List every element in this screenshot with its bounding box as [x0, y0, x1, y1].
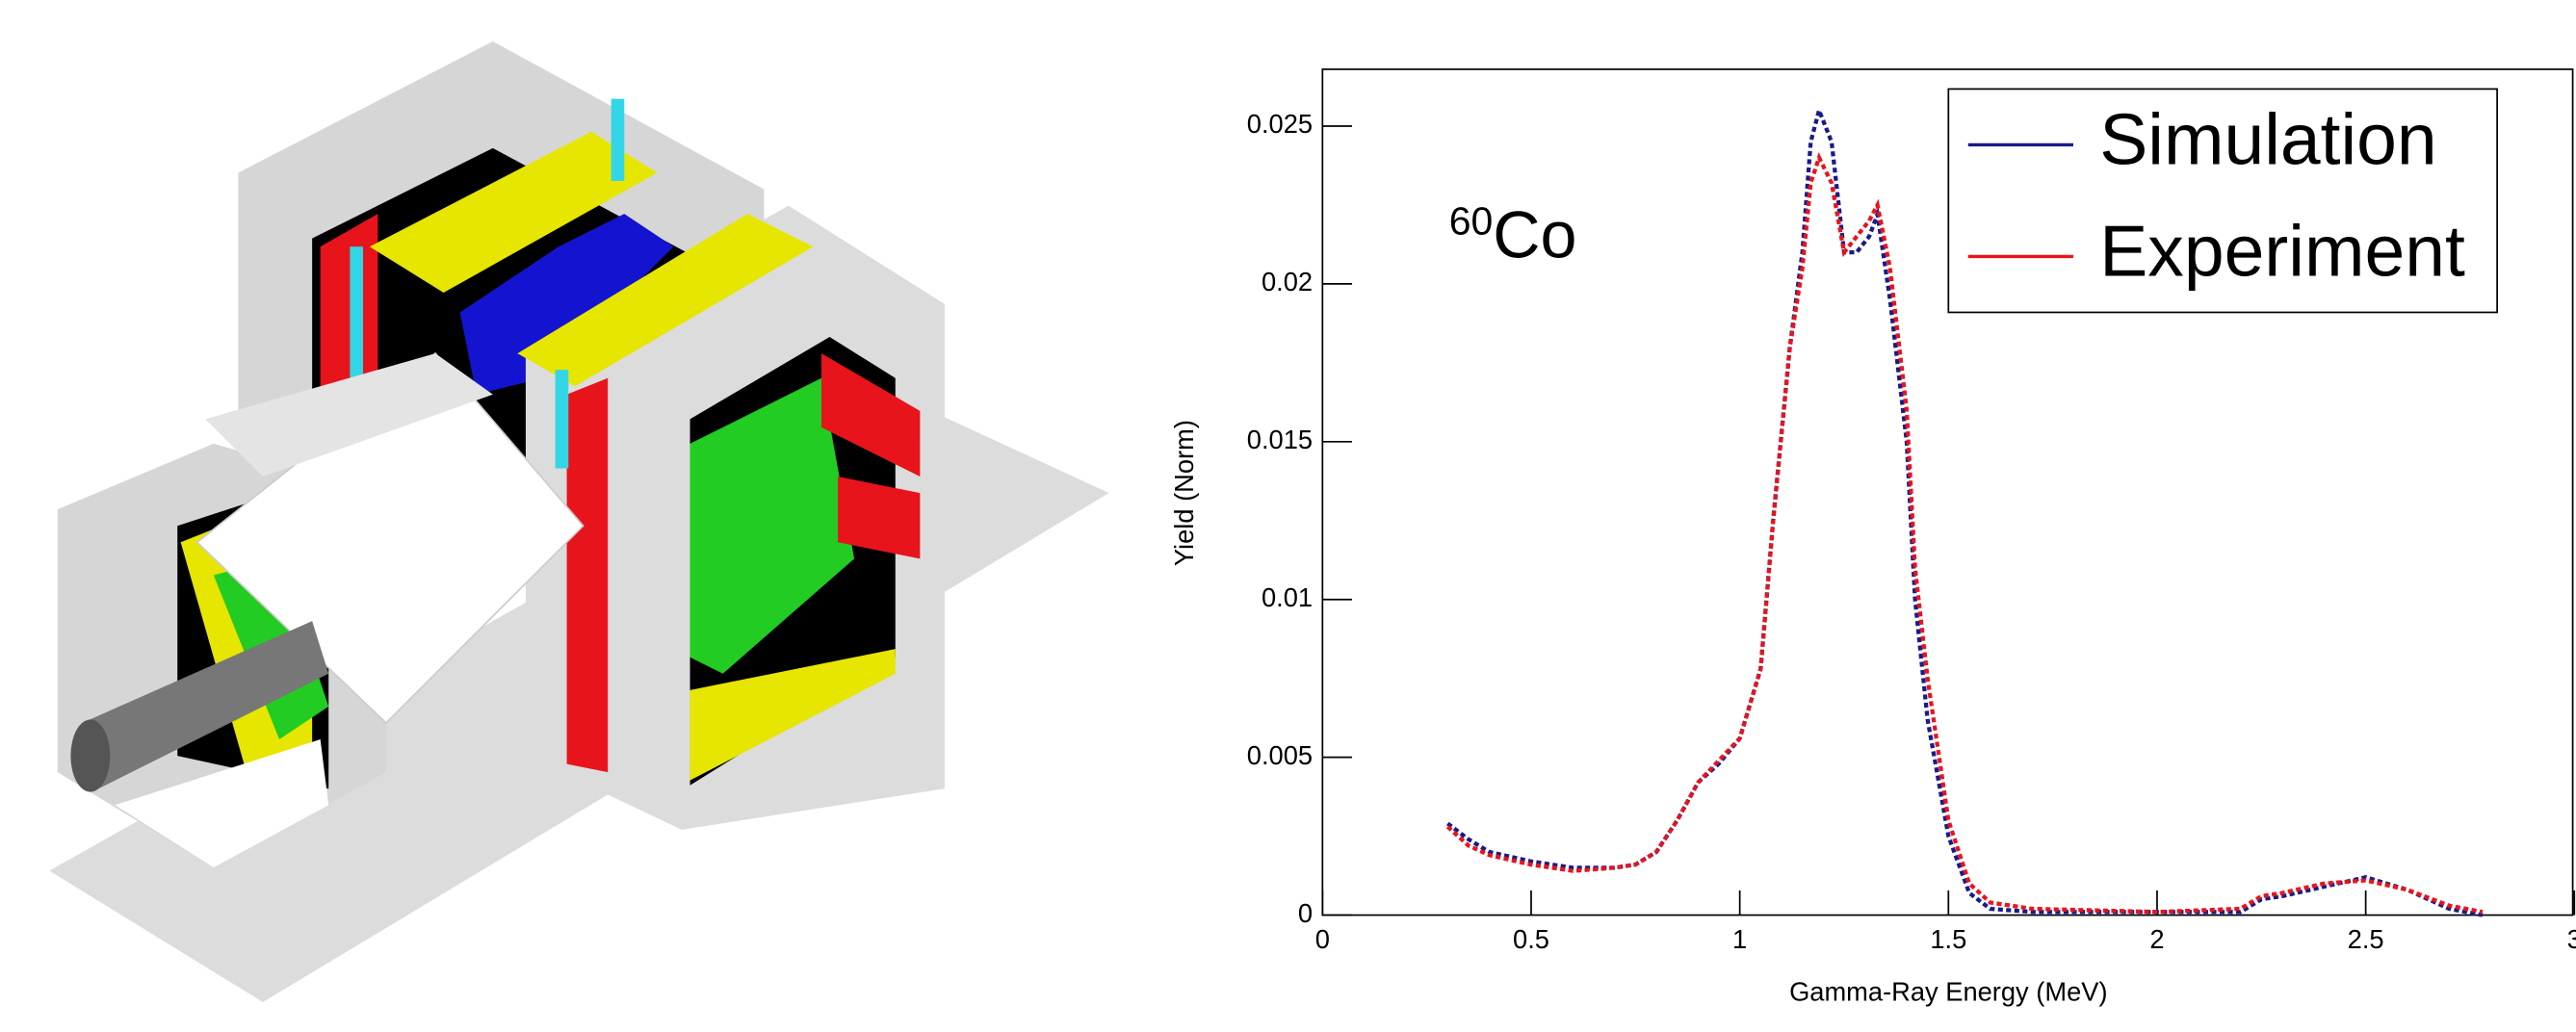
- x-tick-label: 3: [2567, 924, 2576, 954]
- y-tick-label: 0.005: [1247, 740, 1313, 770]
- x-axis-label: Gamma-Ray Energy (MeV): [1789, 977, 2107, 1007]
- x-tick-label: 2: [2149, 924, 2164, 954]
- x-tick-label: 0.5: [1513, 924, 1549, 954]
- x-tick-label: 1: [1732, 924, 1747, 954]
- y-tick-label: 0.01: [1262, 582, 1313, 612]
- x-tick-label: 0: [1315, 924, 1330, 954]
- y-axis-label: Yield (Norm): [1169, 420, 1199, 566]
- series-line: [1446, 103, 2484, 917]
- detector-render: [49, 40, 1109, 1002]
- y-tick-label: 0.015: [1247, 425, 1313, 454]
- y-tick-label: 0.02: [1262, 267, 1313, 297]
- series-line: [1445, 152, 2484, 915]
- y-tick-label: 0: [1298, 898, 1313, 928]
- legend-label: Experiment: [2099, 210, 2465, 291]
- annotation-text: Co: [1493, 198, 1576, 271]
- plot-area: Gamma-Ray Energy (MeV) Yield (Norm) 60Co: [1169, 68, 2574, 1007]
- y-tick-label: 0.025: [1247, 109, 1313, 139]
- annotation: 60Co: [1449, 198, 1577, 271]
- x-tick-label: 1.5: [1930, 924, 1966, 954]
- annotation-superscript: 60: [1449, 198, 1494, 243]
- legend-box: [1947, 88, 2498, 314]
- legend-label: Simulation: [2099, 98, 2436, 179]
- x-tick-label: 2.5: [2348, 924, 2384, 954]
